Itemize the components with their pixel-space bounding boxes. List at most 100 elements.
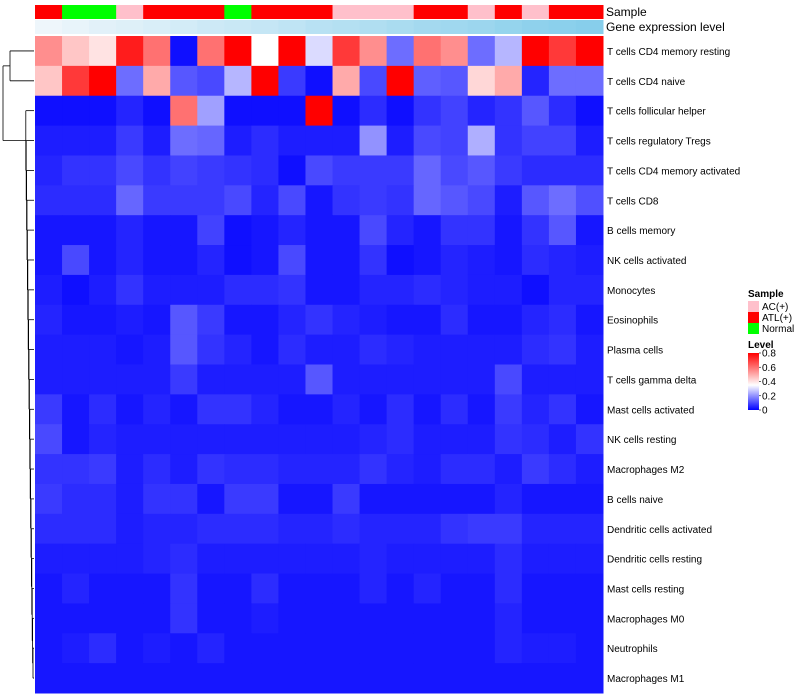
- heatmap-cell: [251, 663, 279, 694]
- heatmap-cell: [278, 394, 306, 425]
- heatmap-cell: [575, 394, 604, 425]
- heatmap-cell: [197, 663, 225, 694]
- heatmap-cell: [359, 394, 388, 425]
- heatmap-cell: [116, 36, 144, 67]
- annotation-label-expression: Gene expression level: [606, 20, 725, 34]
- heatmap-cell: [116, 543, 144, 575]
- heatmap-cell: [143, 185, 171, 216]
- row-label: NK cells activated: [607, 256, 686, 267]
- heatmap-cell: [224, 304, 252, 336]
- heatmap-cell: [467, 424, 496, 455]
- heatmap-cell: [413, 65, 442, 97]
- heatmap-cell: [89, 334, 117, 365]
- sample-annotation-cell: [386, 5, 415, 19]
- heatmap-cell: [62, 394, 90, 425]
- heatmap-cell: [251, 36, 279, 67]
- heatmap-cell: [521, 65, 550, 97]
- heatmap-cell: [332, 155, 361, 186]
- heatmap-cell: [467, 454, 496, 485]
- heatmap-cell: [548, 573, 577, 604]
- heatmap-cell: [62, 125, 90, 156]
- heatmap-cell: [548, 663, 577, 694]
- sample-annotation-cell: [305, 5, 334, 19]
- heatmap-cell: [35, 215, 63, 246]
- heatmap-cell: [413, 603, 442, 634]
- heatmap-cell: [386, 454, 415, 485]
- heatmap-cell: [467, 245, 496, 276]
- heatmap-cell: [440, 513, 469, 545]
- heatmap-cell: [575, 65, 604, 97]
- row-label: T cells gamma delta: [607, 375, 697, 386]
- legend-level-tick-label: 0.2: [762, 391, 776, 402]
- heatmap-cell: [251, 125, 279, 156]
- heatmap-cell: [62, 364, 90, 395]
- heatmap-cell: [305, 245, 334, 276]
- heatmap-cell: [89, 454, 117, 485]
- heatmap-cell: [116, 304, 144, 336]
- heatmap-cell: [143, 155, 171, 186]
- heatmap-cell: [116, 513, 144, 545]
- heatmap-cell: [440, 334, 469, 365]
- heatmap-cell: [494, 65, 523, 97]
- heatmap-cell: [413, 185, 442, 216]
- heatmap-cell: [197, 215, 225, 246]
- heatmap-cell: [440, 36, 469, 67]
- heatmap-cell: [548, 155, 577, 186]
- heatmap-cell: [89, 155, 117, 186]
- heatmap-cell: [116, 334, 144, 365]
- legend-sample-label: ATL(+): [762, 313, 792, 324]
- heatmap-cell: [143, 543, 171, 575]
- heatmap-cell: [251, 483, 279, 515]
- heatmap-cell: [359, 65, 388, 97]
- legend-level-tick-label: 0.4: [762, 377, 776, 388]
- heatmap-cell: [494, 394, 523, 425]
- heatmap-cell: [170, 304, 198, 336]
- heatmap-cell: [467, 155, 496, 186]
- heatmap-cell: [251, 334, 279, 365]
- heatmap-cell: [224, 394, 252, 425]
- heatmap-cell: [413, 95, 442, 127]
- heatmap-cell: [386, 245, 415, 276]
- heatmap-cell: [467, 36, 496, 67]
- heatmap-cell: [278, 185, 306, 216]
- legend-level-gradient: [748, 353, 759, 410]
- heatmap-cell: [197, 603, 225, 634]
- heatmap-cell: [305, 36, 334, 67]
- heatmap-cell: [494, 483, 523, 515]
- heatmap-cell: [332, 663, 361, 694]
- heatmap-cell: [197, 334, 225, 365]
- heatmap-cell: [278, 36, 306, 67]
- expression-annotation-cell: [170, 20, 198, 34]
- heatmap-cell: [35, 125, 63, 156]
- legend: Sample AC(+)ATL(+)Normal Level 0.8 0.6 0.4…: [748, 289, 794, 417]
- heatmap-cell: [116, 633, 144, 664]
- heatmap-cell: [305, 95, 334, 127]
- heatmap-cell: [413, 245, 442, 276]
- heatmap-cell: [413, 394, 442, 425]
- heatmap-cell: [116, 215, 144, 246]
- heatmap-cell: [521, 573, 550, 604]
- heatmap-cell: [251, 513, 279, 545]
- heatmap-cell: [521, 424, 550, 455]
- row-label: T cells regulatory Tregs: [607, 137, 711, 148]
- heatmap-cell: [35, 36, 63, 67]
- heatmap-cell: [467, 215, 496, 246]
- heatmap-cell: [143, 424, 171, 455]
- heatmap-cell: [62, 215, 90, 246]
- heatmap-cell: [305, 215, 334, 246]
- heatmap-cell: [143, 215, 171, 246]
- sample-annotation-cell: [197, 5, 225, 19]
- heatmap-cell: [548, 274, 577, 306]
- heatmap-cell: [359, 454, 388, 485]
- heatmap-cell: [143, 603, 171, 634]
- heatmap-cell: [548, 185, 577, 216]
- heatmap-cell: [35, 95, 63, 127]
- heatmap-cell: [494, 454, 523, 485]
- heatmap-cell: [89, 95, 117, 127]
- heatmap-cell: [332, 245, 361, 276]
- heatmap-cell: [359, 663, 388, 694]
- heatmap-cell: [521, 155, 550, 186]
- heatmap-cell: [197, 454, 225, 485]
- heatmap-cell: [89, 603, 117, 634]
- heatmap-cell: [278, 633, 306, 664]
